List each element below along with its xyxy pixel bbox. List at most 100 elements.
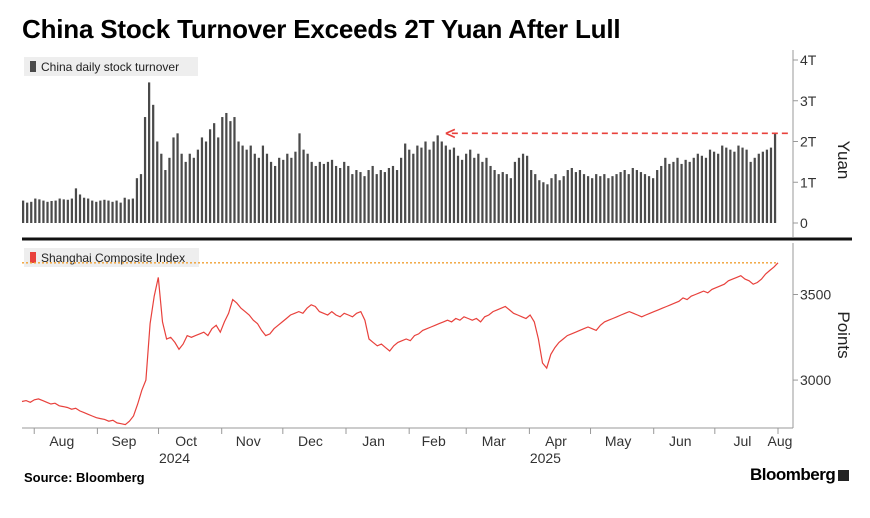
turnover-bar [773,133,777,223]
turnover-bar [643,174,647,223]
turnover-bar [627,174,630,223]
turnover-bar [578,170,582,223]
turnover-bar [253,153,256,223]
turnover-bar [184,161,187,223]
x-month-label: Feb [422,433,446,449]
turnover-tick-label: 4T [800,52,817,68]
turnover-bar [91,200,94,223]
x-month-label: Sep [112,433,137,449]
turnover-bar [50,200,53,223]
turnover-bar [148,82,151,223]
turnover-bar [278,157,281,223]
turnover-bar [103,199,106,223]
turnover-bar [379,170,382,223]
turnover-bar [603,174,606,223]
turnover-bar [542,182,545,223]
turnover-bar [22,200,25,223]
turnover-bar [558,180,561,223]
index-legend-label: Shanghai Composite Index [41,251,185,265]
index-y-axis-label: Points [834,311,853,358]
turnover-bar [680,163,683,223]
turnover-bar [424,141,427,223]
turnover-bar [704,157,708,223]
turnover-bar [42,200,45,223]
turnover-bar [119,202,122,223]
x-month-label: Apr [545,433,567,449]
turnover-bar [265,153,269,223]
turnover-bar [30,201,33,223]
turnover-bar [631,167,634,223]
index-legend-swatch [30,252,36,263]
turnover-bar [160,153,163,223]
turnover-bar [501,172,504,223]
turnover-bar [595,174,598,223]
turnover-y-axis-label: Yuan [834,141,853,180]
turnover-bar [582,174,586,223]
turnover-bar [363,176,366,223]
turnover-bar [566,170,569,223]
turnover-bar [225,112,228,223]
index-tick-label: 3000 [800,372,831,388]
turnover-bar [314,165,317,223]
turnover-bar [733,151,736,223]
turnover-bar [586,176,590,223]
x-month-label: Aug [49,433,74,449]
bloomberg-logo: Bloomberg [750,465,850,485]
turnover-bar [172,137,175,223]
turnover-bar [696,153,699,223]
turnover-bar [282,159,285,223]
turnover-bar [749,161,752,223]
turnover-tick-label: 2T [800,134,817,150]
turnover-bar [509,178,512,223]
turnover-bar [700,155,704,223]
turnover-bar [339,167,342,223]
turnover-legend-swatch [30,61,36,72]
turnover-bar [477,153,480,223]
turnover-bar [347,165,350,223]
turnover-bar [753,157,756,223]
turnover-bar [741,147,744,223]
turnover-bar [432,141,435,223]
turnover-bar [534,174,537,223]
turnover-bar [82,197,86,223]
turnover-bar [302,149,305,223]
turnover-bar [176,133,179,223]
turnover-bar [725,147,728,223]
turnover-bar [412,153,415,223]
turnover-bar [310,161,313,223]
turnover-bar [107,200,110,223]
turnover-bar [351,174,354,223]
turnover-bar [343,161,346,223]
turnover-bar [717,153,720,223]
turnover-bar [375,174,378,223]
turnover-bar [269,161,273,223]
turnover-bar [664,157,667,223]
turnover-bar [229,121,232,223]
turnover-bar [599,176,602,223]
turnover-bar [123,197,126,223]
turnover-bar [152,104,155,223]
chart-title: China Stock Turnover Exceeds 2T Yuan Aft… [22,14,621,44]
turnover-bar [546,184,549,223]
turnover-bar [448,149,452,223]
turnover-bar [692,157,695,223]
turnover-bar [765,149,769,223]
turnover-bar [517,157,521,223]
turnover-bar [623,170,626,223]
turnover-bar [745,149,748,223]
x-month-label: Nov [236,433,261,449]
turnover-bar [62,199,65,223]
turnover-bar [237,141,240,223]
turnover-bar [192,157,195,223]
turnover-bar [334,165,338,223]
turnover-bar [257,157,260,223]
turnover-bar [294,151,297,223]
turnover-bar [497,174,500,223]
turnover-bar [708,149,712,223]
arrow-head [445,128,456,139]
turnover-bar [712,151,716,223]
turnover-bar [249,145,252,223]
brand-name: Bloomberg [750,465,836,484]
turnover-bar [570,167,573,223]
turnover-tick-label: 1T [800,174,817,190]
